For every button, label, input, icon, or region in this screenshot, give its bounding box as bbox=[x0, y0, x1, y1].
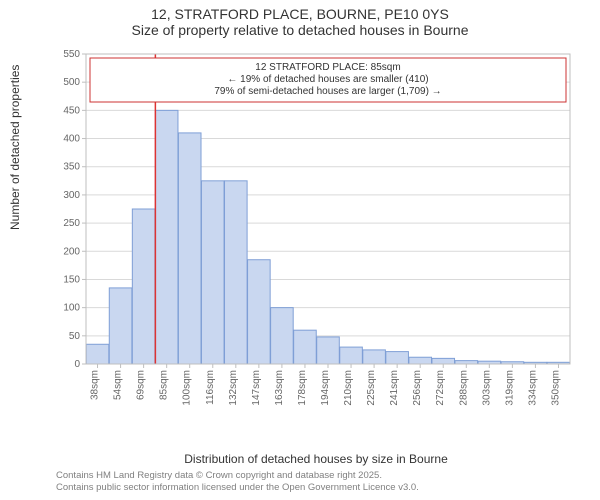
svg-text:288sqm: 288sqm bbox=[458, 370, 469, 406]
svg-text:194sqm: 194sqm bbox=[320, 370, 331, 406]
chart-container: 12, STRATFORD PLACE, BOURNE, PE10 0YS Si… bbox=[0, 0, 600, 500]
credits-line2: Contains public sector information licen… bbox=[56, 482, 419, 494]
svg-text:50: 50 bbox=[69, 331, 81, 342]
svg-text:319sqm: 319sqm bbox=[504, 370, 515, 406]
svg-text:100sqm: 100sqm bbox=[182, 370, 193, 406]
svg-text:256sqm: 256sqm bbox=[412, 370, 423, 406]
svg-text:132sqm: 132sqm bbox=[228, 370, 239, 406]
x-axis-label: Distribution of detached houses by size … bbox=[56, 452, 576, 466]
svg-text:400: 400 bbox=[63, 134, 80, 145]
svg-text:0: 0 bbox=[74, 359, 80, 370]
svg-text:241sqm: 241sqm bbox=[389, 370, 400, 406]
title-line1: 12, STRATFORD PLACE, BOURNE, PE10 0YS bbox=[0, 6, 600, 22]
y-axis-label: Number of detached properties bbox=[8, 65, 22, 230]
svg-text:150: 150 bbox=[63, 274, 80, 285]
svg-text:85sqm: 85sqm bbox=[159, 370, 170, 400]
svg-text:116sqm: 116sqm bbox=[205, 370, 216, 405]
title-line2: Size of property relative to detached ho… bbox=[0, 22, 600, 38]
svg-text:200: 200 bbox=[63, 246, 80, 257]
bar bbox=[409, 357, 432, 364]
bar bbox=[432, 358, 455, 364]
svg-text:550: 550 bbox=[63, 49, 80, 60]
credits-block: Contains HM Land Registry data © Crown c… bbox=[56, 470, 419, 494]
bar bbox=[178, 133, 201, 364]
chart-area: 0 50 100 150 200 250 300 350 400 450 500 550 38sqm 54… bbox=[56, 48, 576, 418]
svg-text:210sqm: 210sqm bbox=[343, 370, 354, 406]
bar bbox=[155, 110, 178, 364]
bar bbox=[201, 181, 224, 364]
bar bbox=[386, 352, 409, 364]
annotation-line3: 79% of semi-detached houses are larger (… bbox=[214, 86, 441, 97]
svg-text:303sqm: 303sqm bbox=[481, 370, 492, 406]
bar bbox=[86, 344, 109, 364]
svg-text:178sqm: 178sqm bbox=[297, 370, 308, 406]
svg-text:163sqm: 163sqm bbox=[274, 370, 285, 406]
bar bbox=[317, 337, 340, 364]
title-block: 12, STRATFORD PLACE, BOURNE, PE10 0YS Si… bbox=[0, 0, 600, 38]
bar bbox=[271, 308, 294, 364]
svg-text:350sqm: 350sqm bbox=[550, 370, 561, 406]
svg-text:450: 450 bbox=[63, 105, 80, 116]
svg-text:250: 250 bbox=[63, 218, 80, 229]
svg-text:38sqm: 38sqm bbox=[90, 370, 101, 400]
svg-text:225sqm: 225sqm bbox=[366, 370, 377, 406]
annotation-line1: 12 STRATFORD PLACE: 85sqm bbox=[255, 62, 400, 73]
plot-svg: 0 50 100 150 200 250 300 350 400 450 500 550 38sqm 54… bbox=[56, 48, 576, 418]
svg-text:334sqm: 334sqm bbox=[527, 370, 538, 406]
bar bbox=[109, 288, 132, 364]
bar bbox=[294, 330, 317, 364]
svg-text:500: 500 bbox=[63, 77, 80, 88]
svg-text:54sqm: 54sqm bbox=[113, 370, 124, 400]
svg-text:300: 300 bbox=[63, 190, 80, 201]
bar bbox=[225, 181, 248, 364]
svg-text:69sqm: 69sqm bbox=[136, 370, 147, 400]
bar bbox=[455, 361, 478, 364]
svg-text:272sqm: 272sqm bbox=[435, 370, 446, 406]
svg-text:147sqm: 147sqm bbox=[251, 370, 262, 406]
bar bbox=[248, 260, 271, 364]
credits-line1: Contains HM Land Registry data © Crown c… bbox=[56, 470, 419, 482]
bar bbox=[132, 209, 155, 364]
svg-text:100: 100 bbox=[63, 303, 80, 314]
svg-text:350: 350 bbox=[63, 162, 80, 173]
annotation-line2: ← 19% of detached houses are smaller (41… bbox=[227, 74, 428, 85]
bar bbox=[363, 350, 386, 364]
bar bbox=[340, 347, 363, 364]
